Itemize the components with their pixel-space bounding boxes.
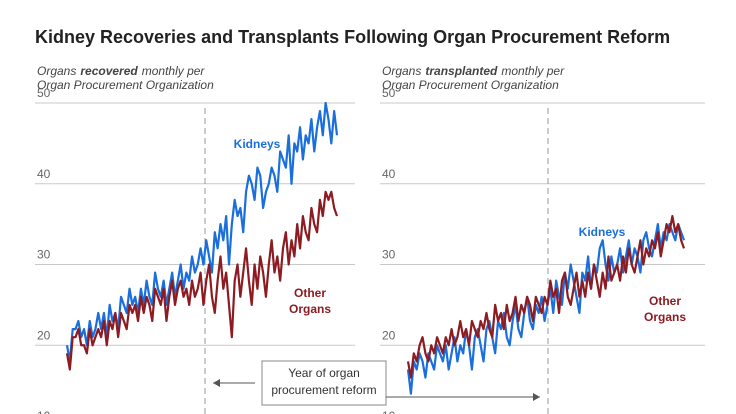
series-line [65, 101, 339, 363]
y-axis-label-part: monthly per [501, 64, 565, 78]
y-tick-label: 50 [382, 86, 396, 100]
y-tick-label: 30 [37, 248, 51, 262]
y-axis-label-part: Organs [382, 64, 421, 78]
annotation-line: procurement reform [271, 383, 376, 397]
y-axis-label: Organs transplanted monthly per Organ Procu… [382, 64, 565, 92]
y-axis-label: Organs recovered monthly per Organ Procurem… [37, 64, 214, 92]
y-tick-label: 10 [382, 409, 396, 414]
series-line [406, 214, 686, 379]
y-axis-label-part: Organs [37, 64, 76, 78]
y-axis-label-part: Organ Procurement Organization [382, 78, 559, 92]
y-tick-label: 40 [382, 167, 396, 181]
y-axis-label-part: transplanted [425, 64, 498, 78]
annotation-line: Year of organ [288, 366, 360, 380]
series-label-line: Other [649, 294, 681, 308]
y-tick-label: 50 [37, 86, 51, 100]
series-label: Kidneys [579, 225, 626, 239]
series-line [65, 190, 339, 371]
y-axis-label-part: monthly per [142, 64, 206, 78]
series-label-line: Other [294, 286, 326, 300]
chart-title: Kidney Recoveries and Transplants Follow… [35, 27, 670, 47]
y-axis-label-part: recovered [80, 64, 138, 78]
y-tick-label: 40 [37, 167, 51, 181]
series-label-line: Organs [644, 310, 686, 324]
y-tick-label: 20 [382, 328, 396, 342]
series-label: Kidneys [234, 137, 281, 151]
series-label: Other Organs [289, 286, 331, 316]
y-axis-label-part: Organ Procurement Organization [37, 78, 214, 92]
arrow-head [213, 379, 220, 387]
y-tick-label: 20 [37, 328, 51, 342]
series-label: Other Organs [644, 294, 686, 324]
annotation: Year of organ procurement reform [271, 366, 376, 397]
arrow-head [533, 393, 540, 401]
y-tick-label: 30 [382, 248, 396, 262]
y-tick-label: 10 [37, 409, 51, 414]
annotation-box [261, 360, 387, 406]
series-label-line: Organs [289, 302, 331, 316]
